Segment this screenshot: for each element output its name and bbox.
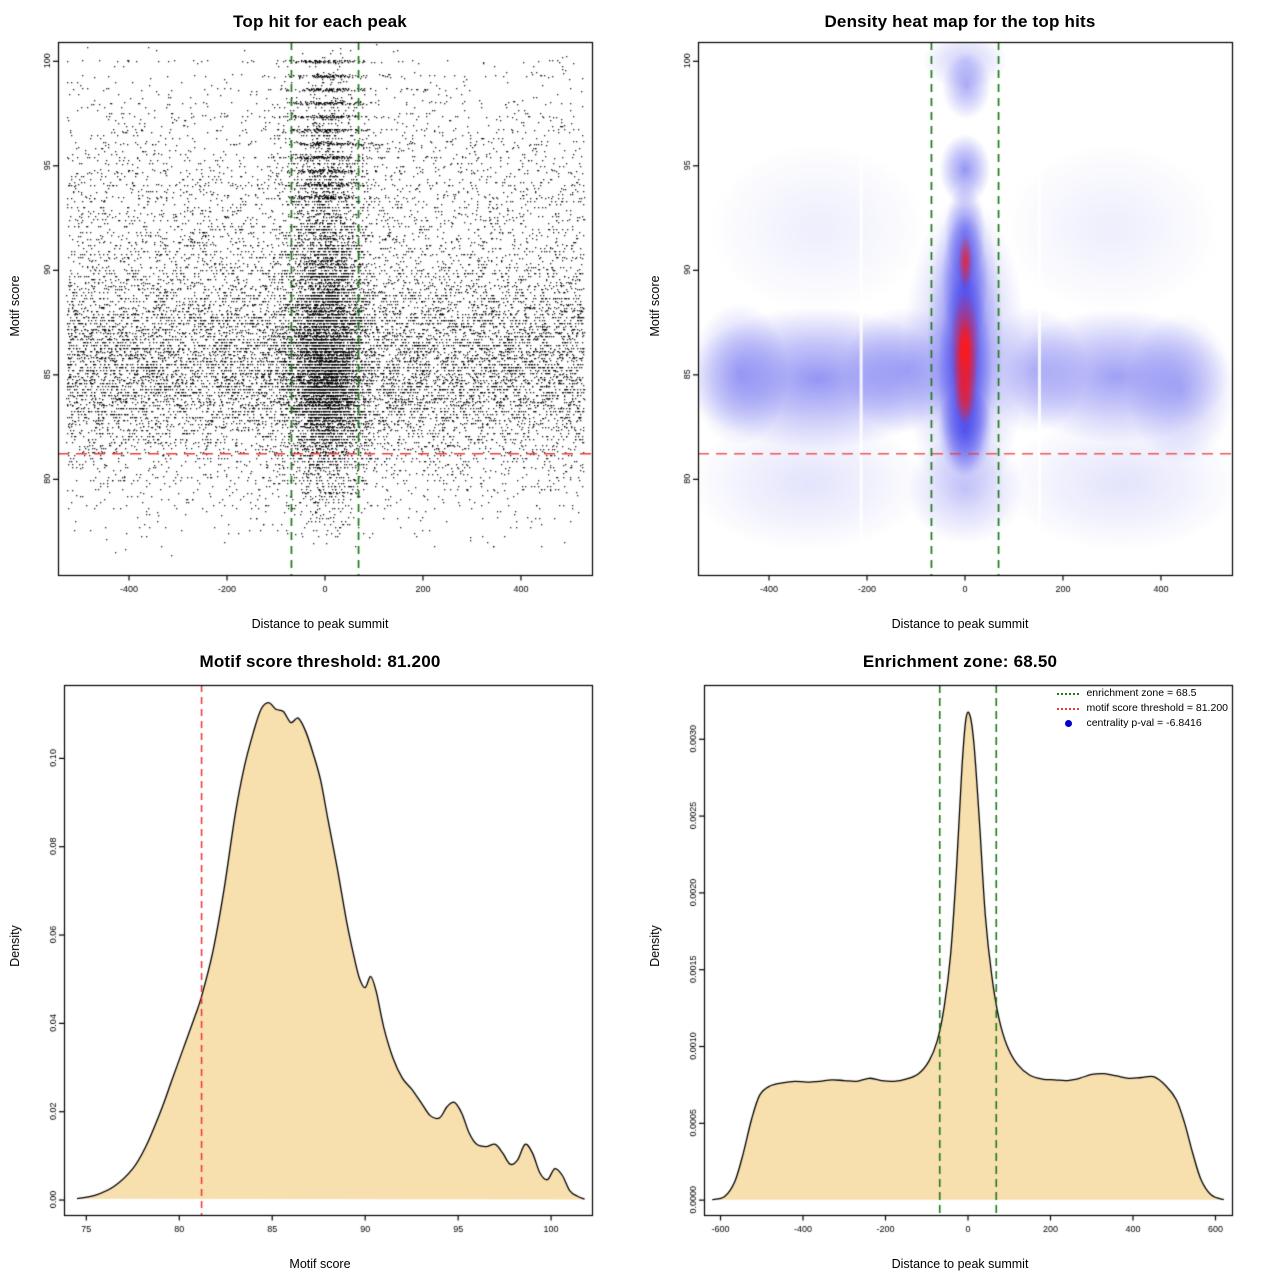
panel-motif-score-density: Motif score threshold: 81.200 Motif scor… [0, 640, 640, 1280]
motif-score-density-title: Motif score threshold: 81.200 [199, 652, 441, 671]
heatmap-title: Density heat map for the top hits [824, 12, 1096, 31]
panel-distance-density: Enrichment zone: 68.50 Distance to peak … [640, 640, 1280, 1280]
legend-centrality-pval-label: centrality p-val = -6.8416 [1086, 717, 1202, 729]
legend: enrichment zone = 68.5 motif score thres… [1057, 686, 1228, 731]
heatmap-x-axis-label: Distance to peak summit [891, 617, 1029, 631]
scatter-title: Top hit for each peak [233, 12, 407, 31]
legend-motif-threshold-label: motif score threshold = 81.200 [1086, 702, 1228, 714]
legend-item-centrality-pval: centrality p-val = -6.8416 [1057, 716, 1228, 731]
legend-enrichment-zone-label: enrichment zone = 68.5 [1086, 687, 1197, 699]
panel-top-hits-scatter: Top hit for each peak Distance to peak s… [0, 0, 640, 640]
motif-score-density-y-axis-label: Density [8, 925, 22, 967]
scatter-y-axis-label: Motif score [8, 275, 22, 337]
legend-item-motif-threshold: motif score threshold = 81.200 [1057, 701, 1228, 716]
heatmap-y-axis-label: Motif score [648, 275, 662, 337]
legend-red-dotted-line-icon [1057, 707, 1080, 710]
legend-green-dotted-line-icon [1057, 692, 1080, 695]
scatter-x-axis-label: Distance to peak summit [251, 617, 389, 631]
distance-density-x-axis-label: Distance to peak summit [891, 1257, 1029, 1271]
distance-density-canvas [640, 640, 1280, 1280]
legend-blue-dot-icon [1057, 720, 1079, 727]
heatmap-canvas [640, 0, 1280, 640]
legend-item-enrichment-zone: enrichment zone = 68.5 [1057, 686, 1228, 701]
panel-density-heatmap: Density heat map for the top hits Distan… [640, 0, 1280, 640]
scatter-plot-canvas [0, 0, 640, 640]
motif-score-density-x-axis-label: Motif score [289, 1257, 351, 1271]
motif-score-density-canvas [0, 640, 640, 1280]
distance-density-title: Enrichment zone: 68.50 [862, 652, 1058, 671]
distance-density-y-axis-label: Density [648, 925, 662, 967]
